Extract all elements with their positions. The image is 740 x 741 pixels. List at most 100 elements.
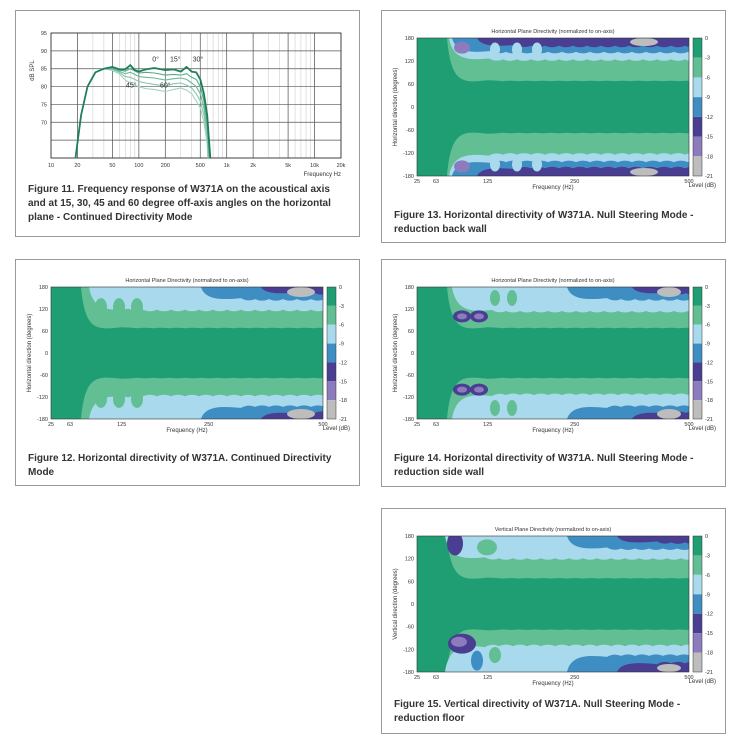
x-tick-label: 5k: [285, 163, 291, 169]
level-region: [113, 389, 125, 408]
x-tick-label: 25: [414, 675, 420, 681]
x-axis-label: Frequency Hz: [304, 172, 341, 178]
x-tick-label: 2k: [250, 163, 256, 169]
colorbar-swatch: [693, 633, 702, 653]
y-tick-label: 0: [411, 351, 414, 357]
colorbar-tick-label: -18: [705, 651, 713, 657]
colorbar-tick-label: -3: [705, 304, 710, 310]
x-tick-label: 125: [483, 422, 492, 428]
colorbar-frame: [326, 286, 337, 420]
angle-label: 30°: [193, 56, 204, 64]
level-region: [512, 42, 522, 57]
figure-11-caption: Figure 11. Frequency response of W371A o…: [28, 184, 331, 223]
y-tick-label: 180: [405, 285, 414, 291]
y-tick-label: 95: [41, 31, 47, 37]
x-tick-label: 63: [433, 179, 439, 185]
colorbar-swatch: [693, 594, 702, 614]
y-tick-label: 60: [408, 329, 414, 335]
colorbar-label: Level (dB): [689, 426, 716, 432]
y-tick-label: 80: [41, 85, 47, 91]
x-tick-label: 200: [161, 163, 170, 169]
colorbar-tick-label: -18: [339, 398, 347, 404]
y-axis-label: Horizontal direction (degrees): [27, 314, 33, 393]
x-tick-label: 25: [414, 179, 420, 185]
y-tick-label: -120: [403, 151, 414, 157]
y-tick-label: 180: [39, 285, 48, 291]
band-purple: [617, 536, 689, 544]
figure-15-caption: Figure 15. Vertical directivity of W371A…: [394, 699, 681, 724]
region-grey: [630, 168, 658, 176]
plot-frame: [416, 37, 690, 177]
y-tick-label: -180: [403, 417, 414, 423]
x-tick-label: 250: [570, 179, 579, 185]
angle-label: 15°: [170, 56, 181, 64]
colorbar-tick-label: -3: [705, 56, 710, 62]
colorbar-tick-label: -15: [339, 379, 347, 385]
x-tick-label: 125: [117, 422, 126, 428]
x-tick-label: 63: [433, 422, 439, 428]
colorbar-tick-label: -3: [339, 304, 344, 310]
colorbar-swatch: [693, 613, 702, 634]
y-tick-label: 0: [411, 105, 414, 111]
directivity-heatmap-side-wall: Horizontal Plane Directivity (normalized…: [393, 278, 716, 434]
level-region: [113, 298, 125, 317]
y-tick-label: 60: [42, 329, 48, 335]
colorbar-tick-label: -6: [339, 323, 344, 329]
colorbar-tick-label: -12: [705, 360, 713, 366]
figure-12-caption: Figure 12. Horizontal directivity of W37…: [28, 453, 332, 478]
heatmap-plot: [417, 287, 689, 419]
x-axis-label: Frequency (Hz): [532, 185, 573, 191]
colorbar-tick-label: -12: [339, 360, 347, 366]
colorbar-swatch: [693, 156, 702, 176]
colorbar-tick-label: -9: [705, 342, 710, 348]
y-axis-label: Horizontal direction (degrees): [393, 314, 399, 393]
directivity-heatmap-floor: Vertical Plane Directivity (normalized t…: [393, 527, 716, 687]
colorbar-swatch: [693, 362, 702, 382]
y-tick-label: 75: [41, 102, 47, 108]
response-curve: [74, 68, 210, 159]
colorbar-tick-label: -9: [705, 95, 710, 101]
colorbar-tick-label: -15: [705, 135, 713, 141]
y-tick-label: 180: [405, 36, 414, 42]
colorbar-swatch: [693, 305, 702, 325]
frequency-response-chart: 70 75 80 85 90 95 10 20 50 100 200 500 1k 2k 5k 10k 20k d…: [30, 31, 346, 178]
x-tick-label: 500: [684, 422, 693, 428]
colorbar-frame: [692, 37, 703, 177]
level-region: [512, 157, 522, 172]
x-tick-label: 25: [48, 422, 54, 428]
level-region: [489, 647, 501, 663]
colorbar-swatch: [693, 324, 702, 344]
level-region: [474, 313, 484, 320]
y-axis-label: Vertical direction (degrees): [393, 568, 399, 639]
level-region: [532, 157, 542, 172]
figure-12-panel: Horizontal Plane Directivity (normalized…: [15, 259, 360, 486]
colorbar-tick-label: -9: [339, 342, 344, 348]
level-region: [447, 536, 463, 556]
level-region: [457, 313, 467, 320]
heatmap-plot: [51, 287, 323, 419]
level-region: [507, 290, 517, 306]
x-tick-label: 63: [67, 422, 73, 428]
colorbar-swatch: [693, 400, 702, 419]
colorbar-swatch: [693, 116, 702, 137]
colorbar-swatch: [693, 38, 702, 58]
y-tick-label: 120: [405, 307, 414, 313]
heatmap-title: Horizontal Plane Directivity (normalized…: [491, 29, 614, 35]
y-tick-label: -60: [406, 373, 414, 379]
heatmap-title: Vertical Plane Directivity (normalized t…: [495, 527, 612, 533]
colorbar-label: Level (dB): [689, 183, 716, 189]
x-tick-label: 100: [134, 163, 143, 169]
region-grey: [287, 287, 315, 297]
plot-frame: [50, 32, 342, 159]
level-region: [490, 400, 500, 416]
y-tick-label: 90: [41, 49, 47, 55]
x-tick-label: 1k: [224, 163, 230, 169]
region-grey: [657, 664, 681, 672]
level-region: [457, 386, 467, 393]
y-tick-label: -120: [403, 647, 414, 653]
y-axis-label: Horizontal direction (degrees): [393, 68, 399, 147]
x-tick-label: 20k: [337, 163, 346, 169]
x-axis-label: Frequency (Hz): [166, 428, 207, 434]
x-tick-label: 125: [483, 179, 492, 185]
angle-label: 45°: [126, 81, 137, 89]
